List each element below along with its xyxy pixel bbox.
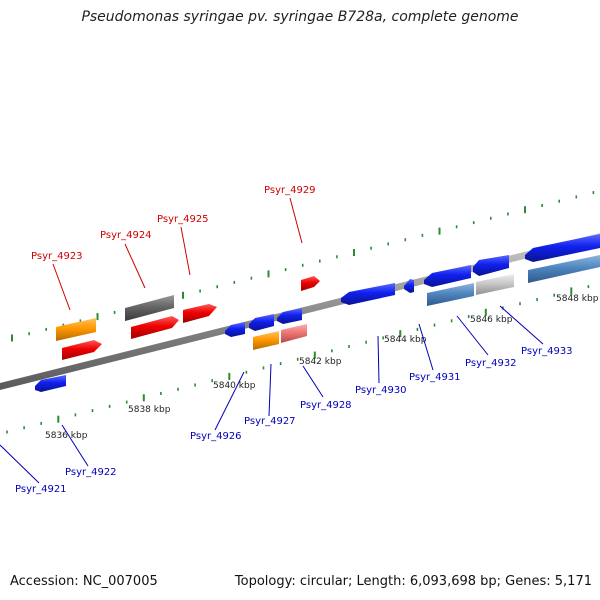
leader-psyr-4932 bbox=[456, 315, 489, 356]
kbp-label-5844: 5844 kbp bbox=[384, 335, 427, 345]
gene-blue[interactable] bbox=[404, 279, 414, 293]
map-title: Pseudomonas syringae pv. syringae B728a,… bbox=[81, 9, 519, 25]
gene-steel[interactable] bbox=[427, 283, 474, 306]
leader-psyr-4927 bbox=[268, 363, 272, 417]
gene-blue[interactable] bbox=[225, 322, 245, 337]
gene-gray[interactable] bbox=[125, 295, 174, 321]
gene-label-psyr-4927[interactable]: Psyr_4927 bbox=[244, 416, 296, 427]
bottom-scale-ticks bbox=[6, 285, 590, 434]
gene-label-psyr-4923[interactable]: Psyr_4923 bbox=[31, 251, 83, 262]
gene-silver[interactable] bbox=[476, 274, 514, 295]
top-gene-labels: Psyr_4923 Psyr_4924 Psyr_4925 Psyr_4929 bbox=[31, 185, 316, 262]
gene-blue[interactable] bbox=[35, 375, 66, 392]
gene-orange[interactable] bbox=[56, 318, 96, 341]
kbp-label-5848: 5848 kbp bbox=[556, 294, 599, 304]
kbp-label-5842: 5842 kbp bbox=[299, 357, 342, 367]
leader-psyr-4923 bbox=[52, 263, 71, 311]
leader-psyr-4924 bbox=[124, 243, 146, 289]
leader-psyr-4931 bbox=[418, 323, 434, 371]
gene-blue[interactable] bbox=[249, 314, 274, 331]
gene-red[interactable] bbox=[183, 304, 217, 323]
gene-label-psyr-4933[interactable]: Psyr_4933 bbox=[521, 346, 573, 357]
gene-label-psyr-4921[interactable]: Psyr_4921 bbox=[15, 484, 67, 495]
gene-label-psyr-4925[interactable]: Psyr_4925 bbox=[157, 214, 209, 225]
gene-orange[interactable] bbox=[253, 331, 279, 350]
leader-psyr-4930 bbox=[377, 335, 380, 384]
kbp-scale-labels: 5836 kbp 5838 kbp 5840 kbp 5842 kbp 5844… bbox=[45, 294, 599, 441]
kbp-label-5840: 5840 kbp bbox=[213, 381, 256, 391]
gene-label-psyr-4928[interactable]: Psyr_4928 bbox=[300, 400, 352, 411]
gene-red[interactable] bbox=[301, 276, 320, 291]
gene-red[interactable] bbox=[62, 340, 102, 360]
top-leader-lines bbox=[52, 197, 303, 311]
gene-label-psyr-4932[interactable]: Psyr_4932 bbox=[465, 358, 517, 369]
gene-blue[interactable] bbox=[341, 283, 395, 305]
gene-blue[interactable] bbox=[473, 255, 509, 276]
gene-label-psyr-4926[interactable]: Psyr_4926 bbox=[190, 431, 242, 442]
gene-red[interactable] bbox=[131, 316, 179, 339]
leader-psyr-4933 bbox=[499, 305, 544, 345]
kbp-label-5836: 5836 kbp bbox=[45, 431, 88, 441]
leader-psyr-4921 bbox=[0, 444, 40, 484]
gene-blue[interactable] bbox=[525, 234, 600, 262]
gene-blue[interactable] bbox=[424, 265, 471, 287]
gene-steel[interactable] bbox=[528, 255, 600, 283]
kbp-label-5838: 5838 kbp bbox=[128, 405, 171, 415]
leader-psyr-4926 bbox=[214, 371, 245, 431]
gene-label-psyr-4931[interactable]: Psyr_4931 bbox=[409, 372, 461, 383]
gene-label-psyr-4930[interactable]: Psyr_4930 bbox=[355, 385, 407, 396]
leader-psyr-4928 bbox=[302, 365, 324, 398]
genome-summary: Topology: circular; Length: 6,093,698 bp… bbox=[234, 574, 592, 589]
bottom-leader-lines bbox=[0, 305, 544, 484]
gene-label-psyr-4929[interactable]: Psyr_4929 bbox=[264, 185, 316, 196]
gene-pink[interactable] bbox=[281, 324, 307, 343]
leader-psyr-4925 bbox=[180, 226, 191, 276]
gene-blue[interactable] bbox=[277, 308, 302, 324]
leader-psyr-4929 bbox=[289, 197, 303, 244]
gene-label-psyr-4922[interactable]: Psyr_4922 bbox=[65, 467, 117, 478]
bottom-gene-labels: Psyr_4921 Psyr_4922 Psyr_4926 Psyr_4927 … bbox=[15, 346, 573, 495]
kbp-label-5846: 5846 kbp bbox=[470, 315, 513, 325]
top-strand-genes bbox=[56, 276, 320, 360]
accession-label: Accession: NC_007005 bbox=[10, 574, 158, 589]
gene-label-psyr-4924[interactable]: Psyr_4924 bbox=[100, 230, 152, 241]
bottom-strand-genes bbox=[35, 234, 600, 392]
leader-psyr-4922 bbox=[61, 424, 89, 467]
